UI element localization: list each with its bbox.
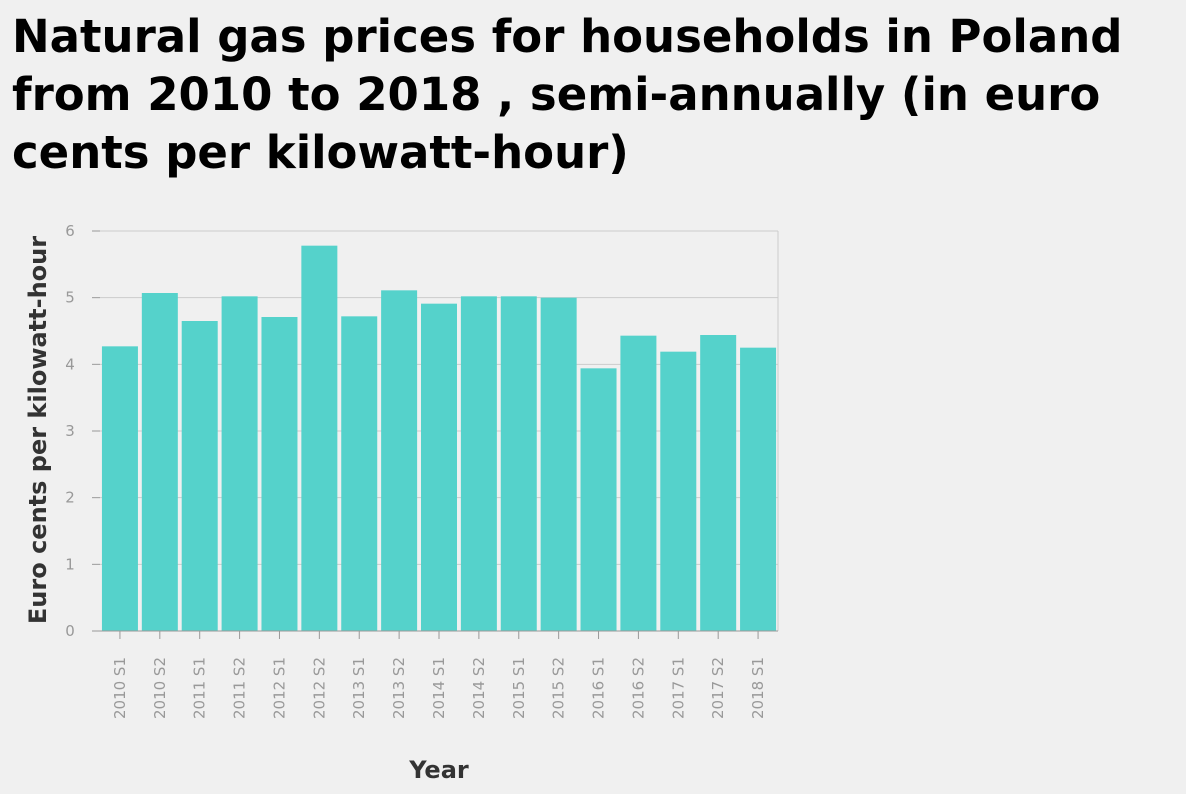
bar-2014-s2: [460, 296, 497, 631]
chart-title: Natural gas prices for households in Pol…: [12, 10, 1123, 179]
x-tick-label: 2012 S2: [310, 657, 328, 719]
bar-2015-s2: [540, 297, 577, 631]
bars: [101, 245, 777, 631]
x-tick-label: 2015 S1: [510, 657, 528, 719]
x-tick-label: 2016 S2: [629, 657, 647, 719]
y-tick-label: 5: [65, 289, 75, 307]
x-tick-label: 2015 S2: [550, 657, 568, 719]
bar-2012-s1: [261, 317, 298, 631]
bar-2016-s1: [580, 368, 617, 631]
bar-2015-s1: [500, 296, 537, 631]
y-tick-label: 6: [65, 222, 75, 240]
y-tick-label: 4: [65, 355, 75, 373]
y-tick-label: 1: [65, 555, 75, 573]
bar-2013-s2: [381, 290, 418, 631]
x-tick-label: 2011 S1: [191, 657, 209, 719]
x-tick-label: 2010 S1: [111, 657, 129, 719]
x-tick-label: 2014 S1: [430, 657, 448, 719]
bar-2018-s1: [740, 347, 777, 631]
bar-2011-s2: [221, 296, 258, 631]
bar-2013-s1: [341, 316, 378, 631]
x-tick-label: 2014 S2: [470, 657, 488, 719]
axes: 0 1 2 3 4 5 6 2010 S1 2010 S2 2011 S1 2011 S2 2012 …: [65, 222, 778, 719]
x-tick-label: 2013 S2: [390, 657, 408, 719]
bar-2014-s1: [421, 303, 457, 631]
y-tick-label: 0: [65, 622, 75, 640]
bar-2012-s2: [301, 245, 338, 631]
bar-2010-s1: [101, 346, 138, 631]
bar-2016-s2: [620, 335, 657, 631]
x-tick-label: 2013 S1: [350, 657, 368, 719]
bar-2010-s2: [141, 293, 178, 631]
bar-2017-s2: [700, 335, 737, 631]
bar-2011-s1: [181, 321, 218, 631]
x-axis-label: Year: [409, 756, 469, 784]
bar-2017-s1: [660, 351, 697, 631]
y-tick-label: 2: [65, 489, 75, 507]
x-tick-label: 2018 S1: [749, 657, 767, 719]
x-tick-label: 2010 S2: [151, 657, 169, 719]
x-tick-label: 2016 S1: [590, 657, 608, 719]
y-tick-label: 3: [65, 422, 75, 440]
x-tick-label: 2017 S2: [709, 657, 727, 719]
x-tick-label: 2011 S2: [231, 657, 249, 719]
x-tick-label: 2012 S1: [270, 657, 288, 719]
x-tick-label: 2017 S1: [669, 657, 687, 719]
